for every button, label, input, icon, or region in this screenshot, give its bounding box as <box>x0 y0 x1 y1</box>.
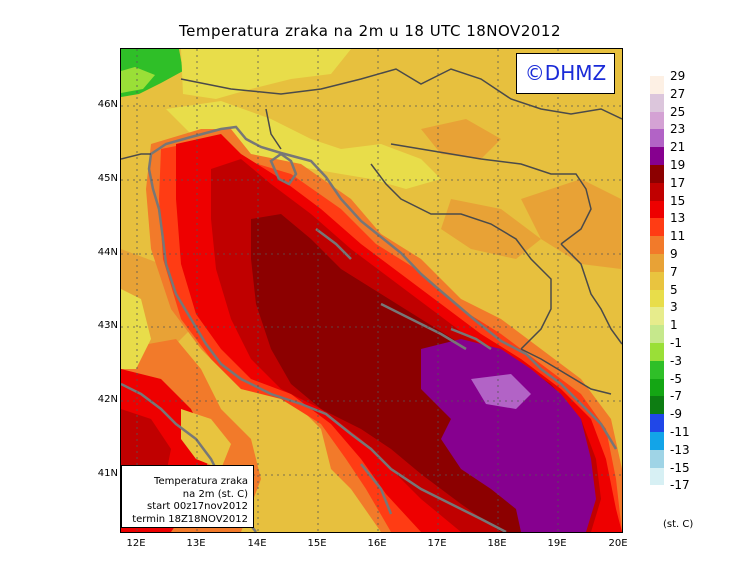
info-line-4: termin 18Z18NOV2012 <box>132 513 248 525</box>
legend-label: 9 <box>670 247 678 261</box>
lon-label: 17E <box>427 538 447 549</box>
legend-swatch <box>650 111 664 131</box>
info-line-1: Temperatura zraka <box>154 476 248 487</box>
legend-swatch <box>650 218 664 238</box>
lat-label: 46N <box>97 99 118 110</box>
lat-label: 43N <box>97 320 118 331</box>
legend-label: -1 <box>670 336 682 350</box>
legend-swatch <box>650 396 664 416</box>
legend-swatch <box>650 289 664 309</box>
legend-swatch <box>650 254 664 273</box>
dhmz-watermark: ©DHMZ <box>516 53 615 94</box>
legend-label: 29 <box>670 69 686 83</box>
legend-label: -9 <box>670 407 682 422</box>
lon-label: 18E <box>487 538 507 549</box>
legend-swatch <box>650 449 664 469</box>
legend-swatch <box>650 343 664 362</box>
legend-label: -11 <box>670 425 690 439</box>
legend-label: 17 <box>670 175 686 190</box>
legend-label: -17 <box>670 478 690 493</box>
legend-units: (st. C) <box>663 519 694 530</box>
legend-label: -3 <box>670 353 682 368</box>
lat-label: 45N <box>97 173 118 184</box>
legend-label: 1 <box>670 318 678 333</box>
legend-swatch <box>650 76 664 95</box>
legend-swatch <box>650 200 664 220</box>
map-title: Temperatura zraka na 2m u 18 UTC 18NOV20… <box>178 22 561 40</box>
info-line-3: start 00z17nov2012 <box>147 501 248 513</box>
legend-swatch <box>650 147 664 166</box>
legend-swatch <box>650 360 664 380</box>
legend-label: -13 <box>670 442 690 457</box>
legend-swatch <box>650 467 664 487</box>
temperature-map <box>120 48 623 533</box>
lat-label: 41N <box>97 468 118 479</box>
legend-label: 3 <box>670 300 678 315</box>
lat-label: 44N <box>97 247 118 258</box>
legend-swatch <box>650 129 664 149</box>
legend-label: 19 <box>670 158 686 172</box>
legend-label: 15 <box>670 193 686 208</box>
legend-label: -15 <box>670 460 690 475</box>
lon-label: 19E <box>547 538 567 549</box>
legend-swatch <box>650 307 664 327</box>
lon-label: 12E <box>126 538 146 549</box>
legend-label: 23 <box>670 122 686 137</box>
legend-label: 7 <box>670 264 678 279</box>
lon-label: 16E <box>367 538 387 549</box>
legend-swatch <box>650 182 664 202</box>
legend-label: 11 <box>670 229 686 244</box>
legend-label: 13 <box>670 211 686 226</box>
legend-label: -5 <box>670 371 682 386</box>
legend-swatch <box>650 271 664 291</box>
legend-label: 5 <box>670 282 678 297</box>
legend-swatch <box>650 236 664 255</box>
legend-label: 21 <box>670 140 686 155</box>
legend-swatch <box>650 325 664 344</box>
legend-swatch <box>650 93 664 113</box>
legend-label: 27 <box>670 86 686 101</box>
legend-label: -7 <box>670 389 682 404</box>
lon-label: 13E <box>186 538 206 549</box>
lon-label: 15E <box>307 538 327 549</box>
legend-swatch <box>650 485 664 505</box>
legend-swatch <box>650 432 664 451</box>
lat-label: 42N <box>97 394 118 405</box>
lon-label: 14E <box>247 538 267 549</box>
legend-swatch <box>650 378 664 398</box>
info-line-2: na 2m (st. C) <box>182 488 248 500</box>
legend-swatch <box>650 165 664 184</box>
info-box: Temperatura zraka na 2m (st. C) start 00… <box>121 465 254 528</box>
legend-label: 25 <box>670 104 686 119</box>
lon-label: 20E <box>608 538 628 549</box>
legend-swatch <box>650 414 664 433</box>
